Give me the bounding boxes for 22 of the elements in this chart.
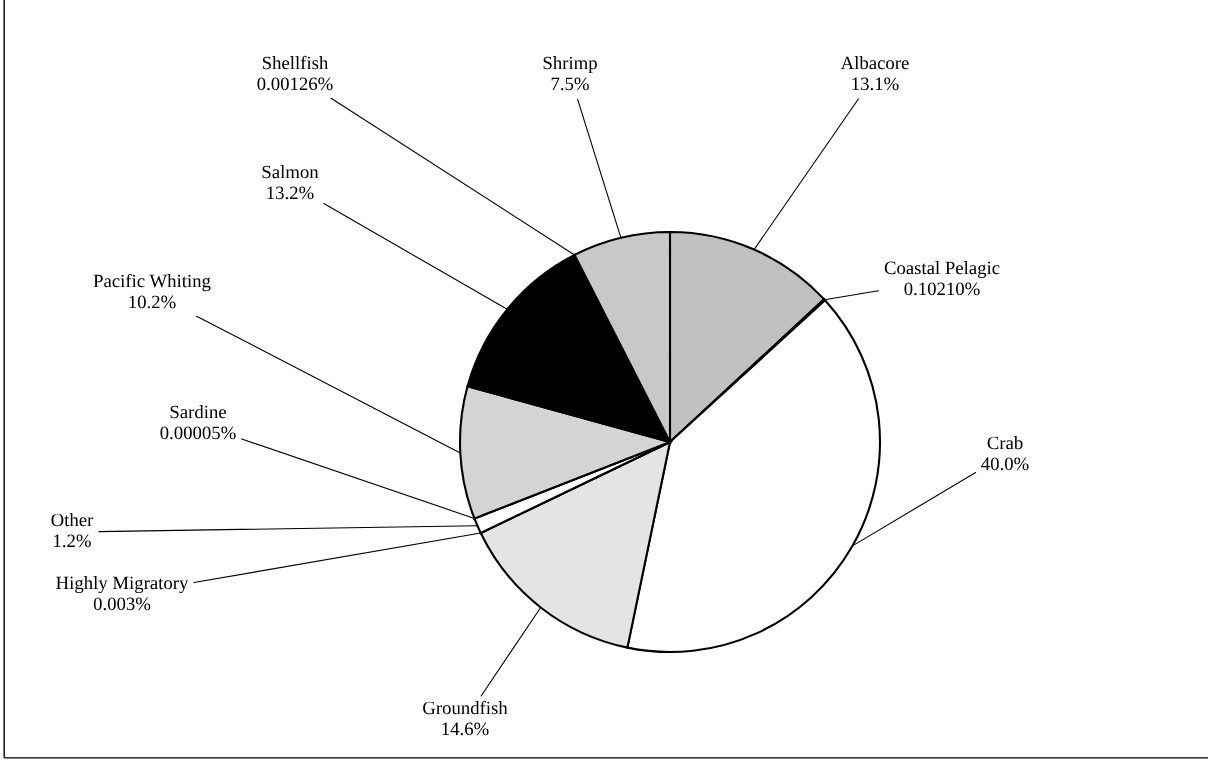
data-label: 1.2%	[54, 534, 91, 548]
slice-label: Highly Migratory	[56, 576, 189, 594]
slice-label: Other	[51, 513, 94, 527]
data-label: 0.003%	[93, 597, 151, 611]
data-label: 0.00126%	[257, 77, 333, 91]
slice-label: Shellfish	[262, 55, 329, 70]
data-label: 14.6%	[442, 722, 489, 736]
data-label: 0.00005%	[160, 426, 236, 440]
slice-label: Coastal Pelagic	[884, 261, 1000, 279]
data-label: 13.2%	[267, 186, 314, 200]
data-label: 10.2%	[129, 295, 176, 309]
slice-label: Pacific Whiting	[93, 273, 211, 292]
data-label: 13.1%	[852, 77, 899, 91]
slice-label: Groundfish	[423, 700, 508, 715]
slice-label: Sardine	[170, 405, 226, 419]
data-label: 40.0%	[981, 457, 1029, 471]
slice-label: Albacore	[840, 56, 909, 70]
slice-label: Crab	[987, 436, 1023, 450]
data-label: 7.5%	[551, 77, 589, 91]
slice-label: Shrimp	[543, 56, 597, 74]
slice-label: Salmon	[262, 165, 319, 179]
data-label: 0.10210%	[904, 282, 980, 296]
